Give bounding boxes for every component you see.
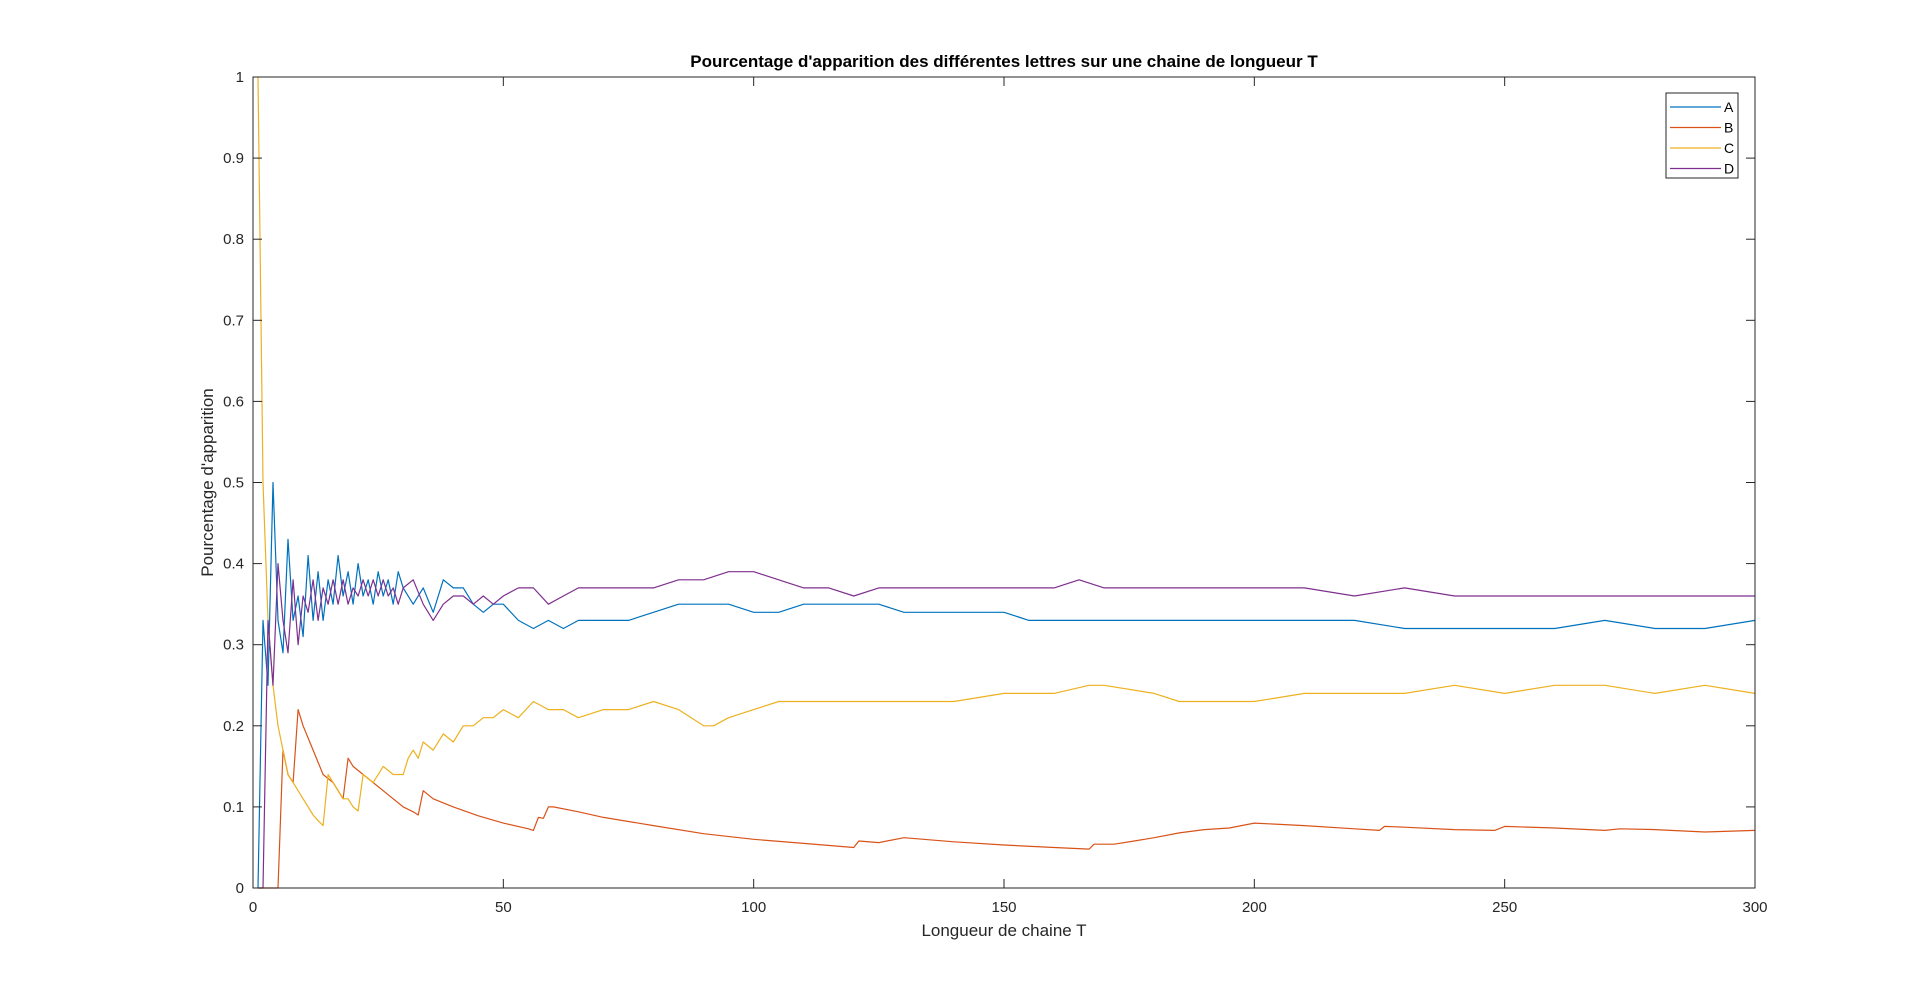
plot-box xyxy=(252,76,1756,889)
y-tick-label: 0.4 xyxy=(223,556,244,573)
series-layer xyxy=(257,76,1756,889)
ticks-layer: 0 50 100 150 200 250 300 0 0.1 0.2 0.3 0.4 0.5 0.6 0.7… xyxy=(223,69,1767,916)
x-tick-label: 0 xyxy=(249,899,257,916)
legend-label-a: A xyxy=(1724,99,1734,115)
series-line-a xyxy=(257,481,1756,889)
y-tick-label: 1 xyxy=(236,69,244,86)
y-tick-label: 0.1 xyxy=(223,799,244,816)
y-tick-label: 0.2 xyxy=(223,718,244,735)
y-tick-label: 0.5 xyxy=(223,475,244,492)
x-tick-label: 300 xyxy=(1742,899,1767,916)
chart-title: Pourcentage d'apparition des différentes… xyxy=(690,52,1318,71)
x-tick-label: 250 xyxy=(1492,899,1517,916)
x-tick-label: 100 xyxy=(741,899,766,916)
x-tick-label: 200 xyxy=(1242,899,1267,916)
x-tick-label: 50 xyxy=(495,899,512,916)
y-tick-label: 0 xyxy=(236,880,244,897)
y-tick-label: 0.7 xyxy=(223,312,244,329)
legend-label-b: B xyxy=(1724,120,1733,136)
y-tick-label: 0.3 xyxy=(223,637,244,654)
legend-label-c: C xyxy=(1724,140,1734,156)
plot-background xyxy=(253,77,1755,888)
series-line-d xyxy=(258,562,1755,889)
y-tick-label: 0.8 xyxy=(223,231,244,248)
x-tick-label: 150 xyxy=(991,899,1016,916)
x-axis-label: Longueur de chaine T xyxy=(921,921,1086,940)
y-tick-label: 0.9 xyxy=(223,150,244,167)
legend-label-d: D xyxy=(1724,161,1734,177)
y-tick-label: 0.6 xyxy=(223,393,244,410)
series-line-c xyxy=(257,76,1756,827)
y-axis-label: Pourcentage d'apparition xyxy=(198,388,217,577)
